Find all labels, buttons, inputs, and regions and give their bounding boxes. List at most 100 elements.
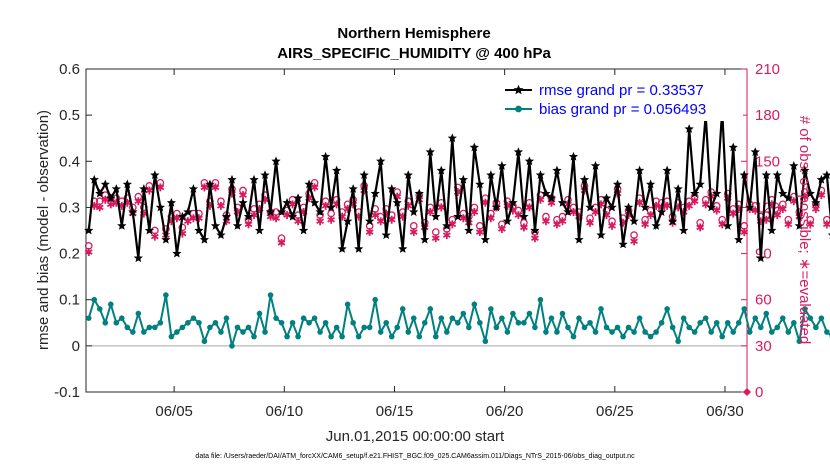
rmse-point — [535, 170, 546, 180]
obs-evaluated-point — [437, 203, 446, 212]
rmse-point — [739, 170, 749, 180]
obs-evaluated-point — [806, 220, 815, 229]
obs-evaluated-point — [327, 215, 336, 224]
bias-point — [234, 324, 241, 331]
obs-evaluated-point — [277, 238, 286, 247]
bias-point — [267, 292, 274, 298]
bias-point — [620, 333, 626, 340]
chart-title-line2: AIRS_SPECIFIC_HUMIDITY @ 400 hPa — [277, 45, 551, 62]
bias-point — [460, 310, 467, 317]
bias-point — [350, 319, 356, 326]
rmse-point — [321, 151, 331, 161]
obs-evaluated-point — [663, 201, 672, 210]
bias-point — [477, 319, 483, 326]
bias-point — [724, 319, 731, 326]
obs-evaluated-point — [591, 208, 600, 217]
rmse-point — [541, 188, 551, 198]
bias-point — [405, 329, 412, 335]
obs-evaluated-point — [784, 220, 793, 229]
bias-point — [752, 315, 759, 321]
bias-point — [383, 319, 390, 326]
bias-point — [289, 319, 296, 326]
rmse-line — [87, 110, 830, 259]
rmse-point — [122, 179, 132, 189]
legend-rmse-marker — [513, 84, 524, 95]
rmse-point — [750, 147, 760, 156]
bias-point — [691, 329, 698, 335]
bias-point — [96, 306, 103, 312]
obs-evaluated-point — [211, 183, 220, 192]
rmse-point — [772, 170, 782, 180]
rmse-point — [761, 170, 771, 180]
bias-point — [647, 333, 654, 340]
bias-point — [218, 329, 224, 335]
obs-evaluated-point — [316, 217, 325, 226]
obs-evaluated-point — [822, 220, 830, 229]
bias-point — [587, 319, 593, 326]
y-left-tick-label: 0.5 — [59, 107, 80, 124]
rmse-point — [392, 197, 402, 207]
rmse-point — [265, 207, 276, 216]
bias-point — [190, 315, 197, 321]
obs-evaluated-point — [426, 208, 435, 217]
data-file-footnote: data file: /Users/raeder/DAI/ATM_forcXX/… — [195, 453, 635, 460]
rmse-point — [706, 202, 716, 212]
bias-point — [521, 319, 527, 326]
rmse-point — [634, 165, 645, 175]
bias-point — [256, 310, 263, 317]
bias-point — [565, 324, 571, 331]
bias-point — [813, 324, 819, 331]
rmse-point — [287, 211, 298, 221]
rmse-point — [254, 225, 265, 235]
bias-point — [548, 315, 555, 321]
rmse-point — [546, 193, 557, 203]
bias-point — [471, 301, 478, 308]
rmse-point — [205, 179, 215, 189]
bias-point — [196, 319, 202, 326]
x-axis-label: Jun.01,2015 00:00:00 start — [326, 428, 505, 445]
rmse-point — [172, 248, 182, 258]
bias-point — [713, 319, 720, 326]
bias-point — [212, 319, 219, 326]
legend: rmse grand pr = 0.33537 bias grand pr = … — [500, 77, 743, 121]
rmse-point — [783, 193, 793, 203]
rmse-point — [800, 165, 810, 175]
rmse-point — [337, 244, 347, 253]
bias-point — [576, 315, 582, 321]
obs-evaluated-point — [531, 234, 539, 243]
rmse-point — [662, 165, 672, 175]
right-axis-zero-marker — [743, 388, 751, 396]
rmse-point — [188, 184, 199, 193]
obs-evaluated-point — [409, 228, 418, 237]
rmse-point — [563, 207, 573, 216]
bias-point — [339, 333, 345, 340]
rmse-point — [816, 174, 826, 184]
rmse-point — [436, 165, 446, 175]
bias-point — [466, 324, 472, 331]
rmse-point — [596, 230, 606, 240]
rmse-point — [111, 184, 121, 193]
obs-evaluated-point — [685, 201, 694, 210]
y-right-tick-label: 30 — [755, 338, 772, 355]
rmse-point — [95, 188, 105, 198]
obs-evaluated-point — [387, 215, 396, 224]
rmse-point — [249, 174, 259, 184]
bias-point — [499, 315, 505, 321]
y-axis-label-right: # of obs: o=possible; ∗=evaluated — [796, 116, 813, 345]
rmse-point — [354, 244, 364, 253]
bias-point — [163, 292, 169, 298]
rmse-point — [238, 197, 248, 207]
rmse-point — [530, 225, 540, 235]
obs-evaluated-point — [294, 217, 302, 226]
bias-point — [377, 329, 384, 335]
rmse-point — [645, 179, 656, 189]
rmse-point — [579, 174, 590, 184]
obs-evaluated-point — [459, 214, 468, 223]
bias-point — [146, 324, 153, 331]
rmse-point — [557, 197, 568, 207]
rmse-point — [679, 225, 689, 235]
rmse-point — [651, 221, 661, 230]
obs-evaluated-point — [244, 220, 253, 229]
bias-point — [735, 319, 742, 326]
bias-point — [543, 329, 549, 335]
